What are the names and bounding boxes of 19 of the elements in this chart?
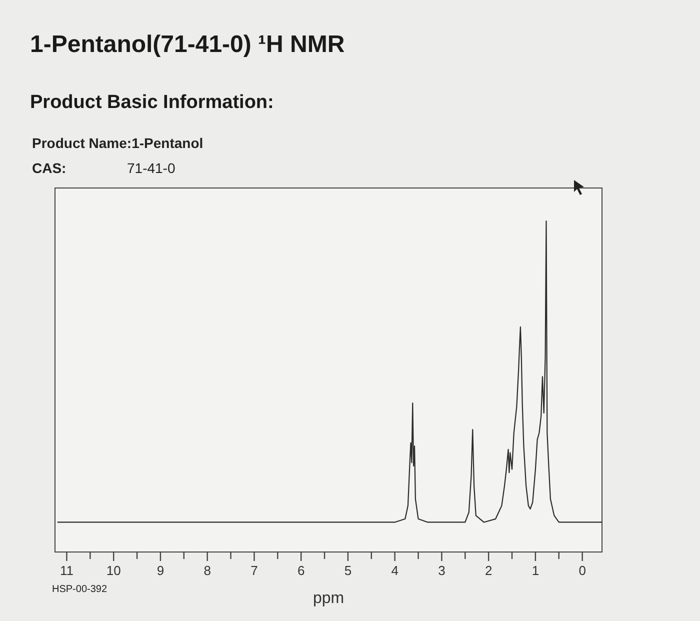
x-tick-label: 3 [438, 563, 446, 578]
x-tick-label: 9 [156, 563, 164, 578]
x-tick-label: 4 [391, 563, 398, 578]
x-tick-label: 7 [250, 563, 258, 578]
chart-subtitle: Product Basic Information: [30, 92, 274, 113]
text: HSP-00-392 [52, 584, 108, 595]
x-tick-label: 11 [60, 563, 74, 578]
text: Product Name:1-Pentanol [32, 135, 204, 151]
x-tick-label: 5 [344, 563, 352, 578]
text: CAS: [32, 160, 66, 176]
x-tick-label: 0 [578, 563, 586, 578]
x-tick-label: 6 [297, 563, 305, 578]
x-tick-label: 10 [106, 563, 121, 578]
x-tick-label: 2 [484, 563, 492, 578]
x-axis-title: ppm [312, 590, 344, 607]
x-tick-label: 8 [204, 563, 211, 578]
x-tick-label: 1 [532, 563, 540, 578]
chart-title: 1-Pentanol(71-41-0) ¹H NMR [30, 31, 345, 58]
text: 71-41-0 [127, 160, 176, 176]
